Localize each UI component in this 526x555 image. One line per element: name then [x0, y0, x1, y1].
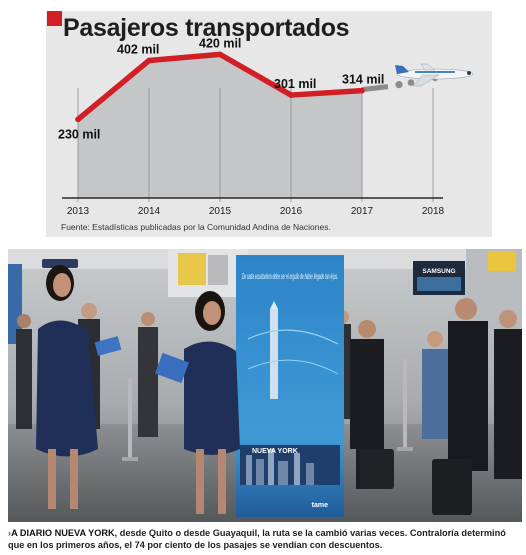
pilots: [350, 298, 522, 515]
data-point-2016: [288, 92, 294, 98]
photo-caption: ›A DIARIO NUEVA YORK, desde Quito o desd…: [8, 527, 522, 551]
data-point-2015: [217, 51, 223, 58]
monitor-brand: SAMSUNG: [422, 268, 455, 275]
data-label-2014: 402 mil: [117, 43, 159, 57]
data-point-2013: [75, 116, 81, 123]
projection-segment: [361, 84, 389, 93]
event-photo: SAMSUNG De cada ecuatoriano debe ser el …: [8, 249, 522, 522]
caption-arrow-icon: ›: [8, 528, 12, 538]
projection-dot-1: [395, 81, 403, 89]
x-tick-label-2015: 2015: [209, 206, 232, 217]
banner-brand: tame: [312, 502, 328, 509]
data-point-2014: [146, 57, 152, 64]
airplane-icon: [395, 63, 474, 87]
banner-subtitle: NUEVA YORK: [252, 448, 298, 455]
x-tick-label-2014: 2014: [138, 206, 161, 217]
chart-title: Pasajeros transportados: [63, 14, 350, 42]
x-tick-label-2013: 2013: [67, 206, 90, 217]
projection-dot-2: [407, 79, 415, 86]
line-chart: 230 mil 402 mil 420 mil 301 mil 314 mil 2013 2…: [58, 36, 474, 217]
data-label-2016: 301 mil: [274, 77, 316, 91]
caption-body: desde Quito o desde Guayaquil, la ruta s…: [8, 528, 506, 550]
data-point-2017: [359, 87, 365, 94]
flight-attendant-left: [36, 259, 122, 509]
flight-attendant-middle: [155, 291, 240, 514]
x-tick-label-2018: 2018: [422, 206, 445, 217]
chart-source: Fuente: Estadísticas publicadas por la C…: [61, 222, 331, 232]
data-label-2017: 314 mil: [342, 73, 384, 87]
banner-text: De cada ecuatoriano debe ser el orgullo …: [242, 272, 338, 281]
promo-banner: De cada ecuatoriano debe ser el orgullo …: [236, 255, 344, 517]
data-label-2015: 420 mil: [199, 36, 241, 50]
data-label-2013: 230 mil: [58, 127, 100, 141]
title-accent-square: [47, 11, 62, 26]
x-tick-label-2017: 2017: [351, 206, 374, 217]
caption-lead: A DIARIO NUEVA YORK,: [11, 528, 118, 538]
x-tick-label-2016: 2016: [280, 206, 303, 217]
